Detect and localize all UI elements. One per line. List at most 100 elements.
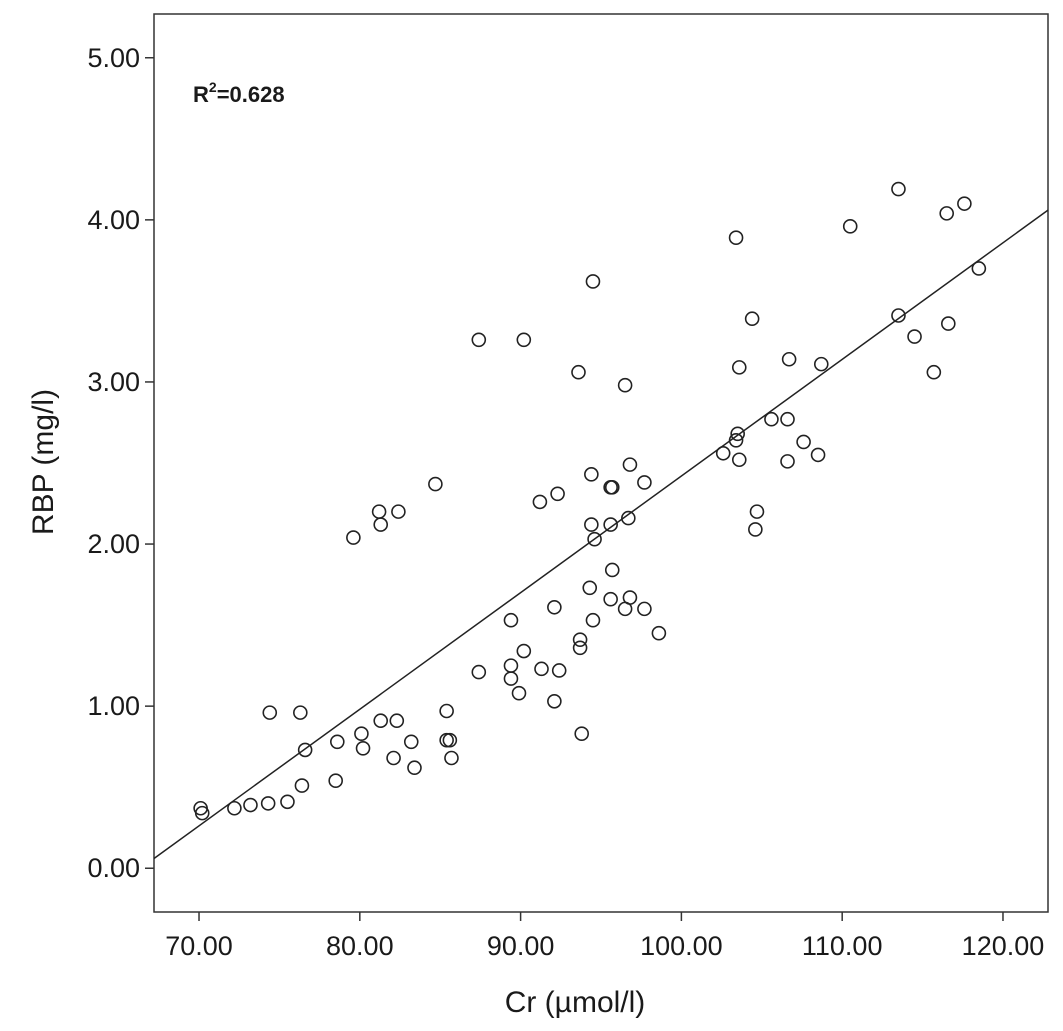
data-point: [728, 433, 744, 448]
data-point: [622, 590, 638, 605]
data-point: [262, 705, 278, 720]
data-point: [444, 750, 459, 766]
data-point: [584, 467, 599, 482]
y-axis-title: RBP (mg/l): [27, 389, 60, 535]
data-point: [297, 742, 313, 758]
data-point: [547, 693, 562, 709]
r-squared-value: =0.628: [217, 82, 285, 107]
data-point: [572, 640, 588, 656]
x-axis: 70.00 80.00 90.00 100.00 110.00 120.00: [165, 912, 1044, 961]
data-point: [194, 805, 210, 821]
data-points: [193, 181, 987, 821]
data-point: [355, 740, 371, 756]
data-point: [260, 796, 276, 811]
data-point: [391, 504, 406, 519]
data-point: [637, 601, 652, 617]
data-point: [764, 411, 779, 427]
y-tick-label: 3.00: [87, 367, 140, 397]
data-point: [617, 377, 633, 393]
data-point: [604, 562, 620, 578]
r-squared-superscript: 2: [209, 79, 217, 95]
data-point: [957, 196, 972, 211]
data-point: [407, 760, 422, 776]
y-tick-label: 2.00: [87, 529, 140, 559]
data-point: [926, 364, 942, 380]
data-point: [574, 726, 590, 741]
data-point: [328, 773, 343, 789]
x-tick-label: 70.00: [165, 931, 233, 961]
data-point: [294, 778, 310, 793]
data-point: [516, 643, 532, 659]
data-point: [939, 206, 955, 221]
data-point: [582, 580, 598, 596]
x-tick-label: 80.00: [326, 931, 394, 961]
y-tick-label: 4.00: [87, 205, 140, 235]
data-point: [371, 504, 387, 519]
y-axis: 0.00 1.00 2.00 3.00 4.00 5.00: [87, 43, 154, 883]
y-tick-label: 5.00: [87, 43, 140, 73]
data-point: [551, 663, 567, 678]
data-point: [731, 360, 747, 375]
x-tick-label: 110.00: [802, 931, 883, 961]
data-point: [428, 476, 443, 492]
data-point: [243, 797, 258, 813]
data-point: [748, 522, 763, 537]
data-point: [534, 661, 549, 677]
data-point: [293, 705, 308, 720]
data-point: [547, 599, 562, 615]
data-point: [511, 685, 527, 701]
data-point: [471, 664, 487, 680]
y-tick-label: 1.00: [87, 691, 140, 721]
data-point: [604, 480, 620, 495]
x-axis-title: Cr (µmol/l): [505, 986, 646, 1019]
data-point: [516, 332, 532, 348]
data-point: [373, 713, 389, 729]
data-point: [907, 329, 922, 344]
data-point: [651, 625, 667, 641]
data-point: [728, 230, 744, 245]
data-point: [813, 356, 829, 372]
data-point: [585, 274, 601, 289]
data-point: [503, 612, 519, 628]
data-point: [585, 612, 601, 628]
data-point: [227, 800, 242, 816]
data-point: [731, 452, 747, 468]
plot-frame: [153, 13, 1049, 913]
data-point: [550, 486, 565, 502]
data-point: [389, 713, 405, 729]
data-point: [744, 311, 760, 327]
data-point: [941, 316, 956, 331]
data-point: [781, 351, 797, 367]
data-point: [842, 219, 858, 234]
data-point: [637, 475, 652, 490]
r-squared-prefix: R: [193, 82, 209, 107]
data-point: [891, 308, 906, 323]
data-point: [584, 517, 599, 532]
x-tick-label: 120.00: [962, 931, 1045, 961]
data-point: [503, 671, 519, 686]
data-point: [373, 517, 389, 532]
x-tick-label: 90.00: [487, 931, 555, 961]
data-point: [603, 517, 618, 532]
data-point: [587, 531, 602, 547]
data-point: [622, 457, 638, 472]
data-point: [532, 494, 548, 510]
data-point: [403, 734, 419, 750]
x-tick-label: 100.00: [640, 931, 723, 961]
data-point: [749, 504, 765, 519]
data-point: [280, 794, 295, 810]
data-point: [971, 261, 987, 276]
data-point: [439, 703, 454, 719]
data-point: [796, 434, 811, 450]
data-point: [891, 181, 906, 197]
data-point: [572, 632, 588, 647]
data-point: [810, 447, 826, 463]
data-point: [780, 454, 795, 469]
data-point: [503, 658, 519, 673]
data-point: [621, 510, 636, 526]
regression-line: [153, 209, 1049, 860]
data-point: [780, 411, 795, 427]
data-point: [354, 726, 369, 741]
data-point: [571, 364, 586, 380]
